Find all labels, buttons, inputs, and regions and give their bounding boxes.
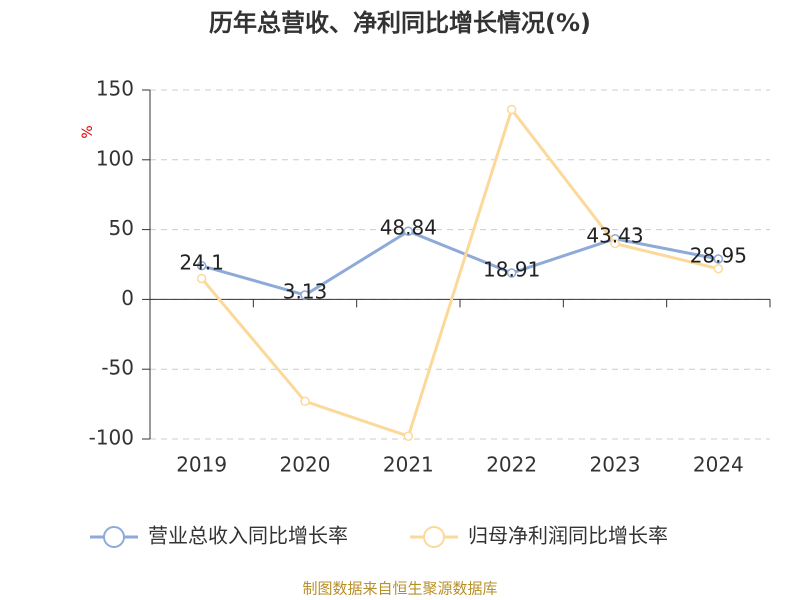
x-tick-label: 2021 (383, 453, 434, 477)
data-label: 43.43 (586, 223, 643, 247)
chart-title: 历年总营收、净利同比增长情况(%) (209, 9, 591, 37)
data-point (506, 268, 517, 278)
legend-item: 归母净利润同比增长率 (410, 524, 668, 548)
data-point (610, 238, 620, 249)
y-unit: % (80, 125, 96, 138)
legend-label: 归母净利润同比增长率 (468, 524, 668, 548)
series-line (201, 229, 719, 297)
x-tick-label: 2024 (693, 453, 744, 477)
y-tick-label: 100 (96, 146, 134, 170)
data-label: 3.13 (283, 280, 328, 304)
data-point (713, 263, 724, 274)
legend-item: 营业总收入同比增长率 (90, 524, 348, 548)
data-point (196, 273, 207, 284)
y-tick-label: 150 (96, 77, 134, 101)
series-line (200, 106, 719, 439)
x-tick-label: 2023 (590, 453, 641, 477)
x-tick-label: 2022 (486, 453, 537, 477)
data-point (713, 254, 724, 264)
data-point (300, 396, 310, 407)
x-tick-label: 2020 (280, 453, 331, 477)
legend-label: 营业总收入同比增长率 (148, 524, 348, 548)
data-point (300, 290, 310, 300)
legend-marker (423, 526, 445, 548)
legend-marker (103, 526, 125, 548)
data-point (506, 104, 517, 115)
y-tick-label: 0 (121, 286, 134, 310)
data-point (403, 431, 414, 441)
y-tick-label: 50 (109, 216, 134, 240)
data-label: 18.91 (483, 258, 540, 282)
data-point (196, 261, 207, 271)
data-label: 28.95 (690, 243, 747, 267)
x-tick-label: 2019 (176, 453, 227, 477)
y-tick-label: -100 (89, 426, 134, 450)
data-label: 48.84 (380, 216, 437, 240)
data-label: 24.1 (179, 250, 224, 274)
y-tick-label: -50 (101, 356, 134, 380)
source-note: 制图数据来自恒生聚源数据库 (302, 580, 497, 598)
data-point (403, 226, 414, 236)
